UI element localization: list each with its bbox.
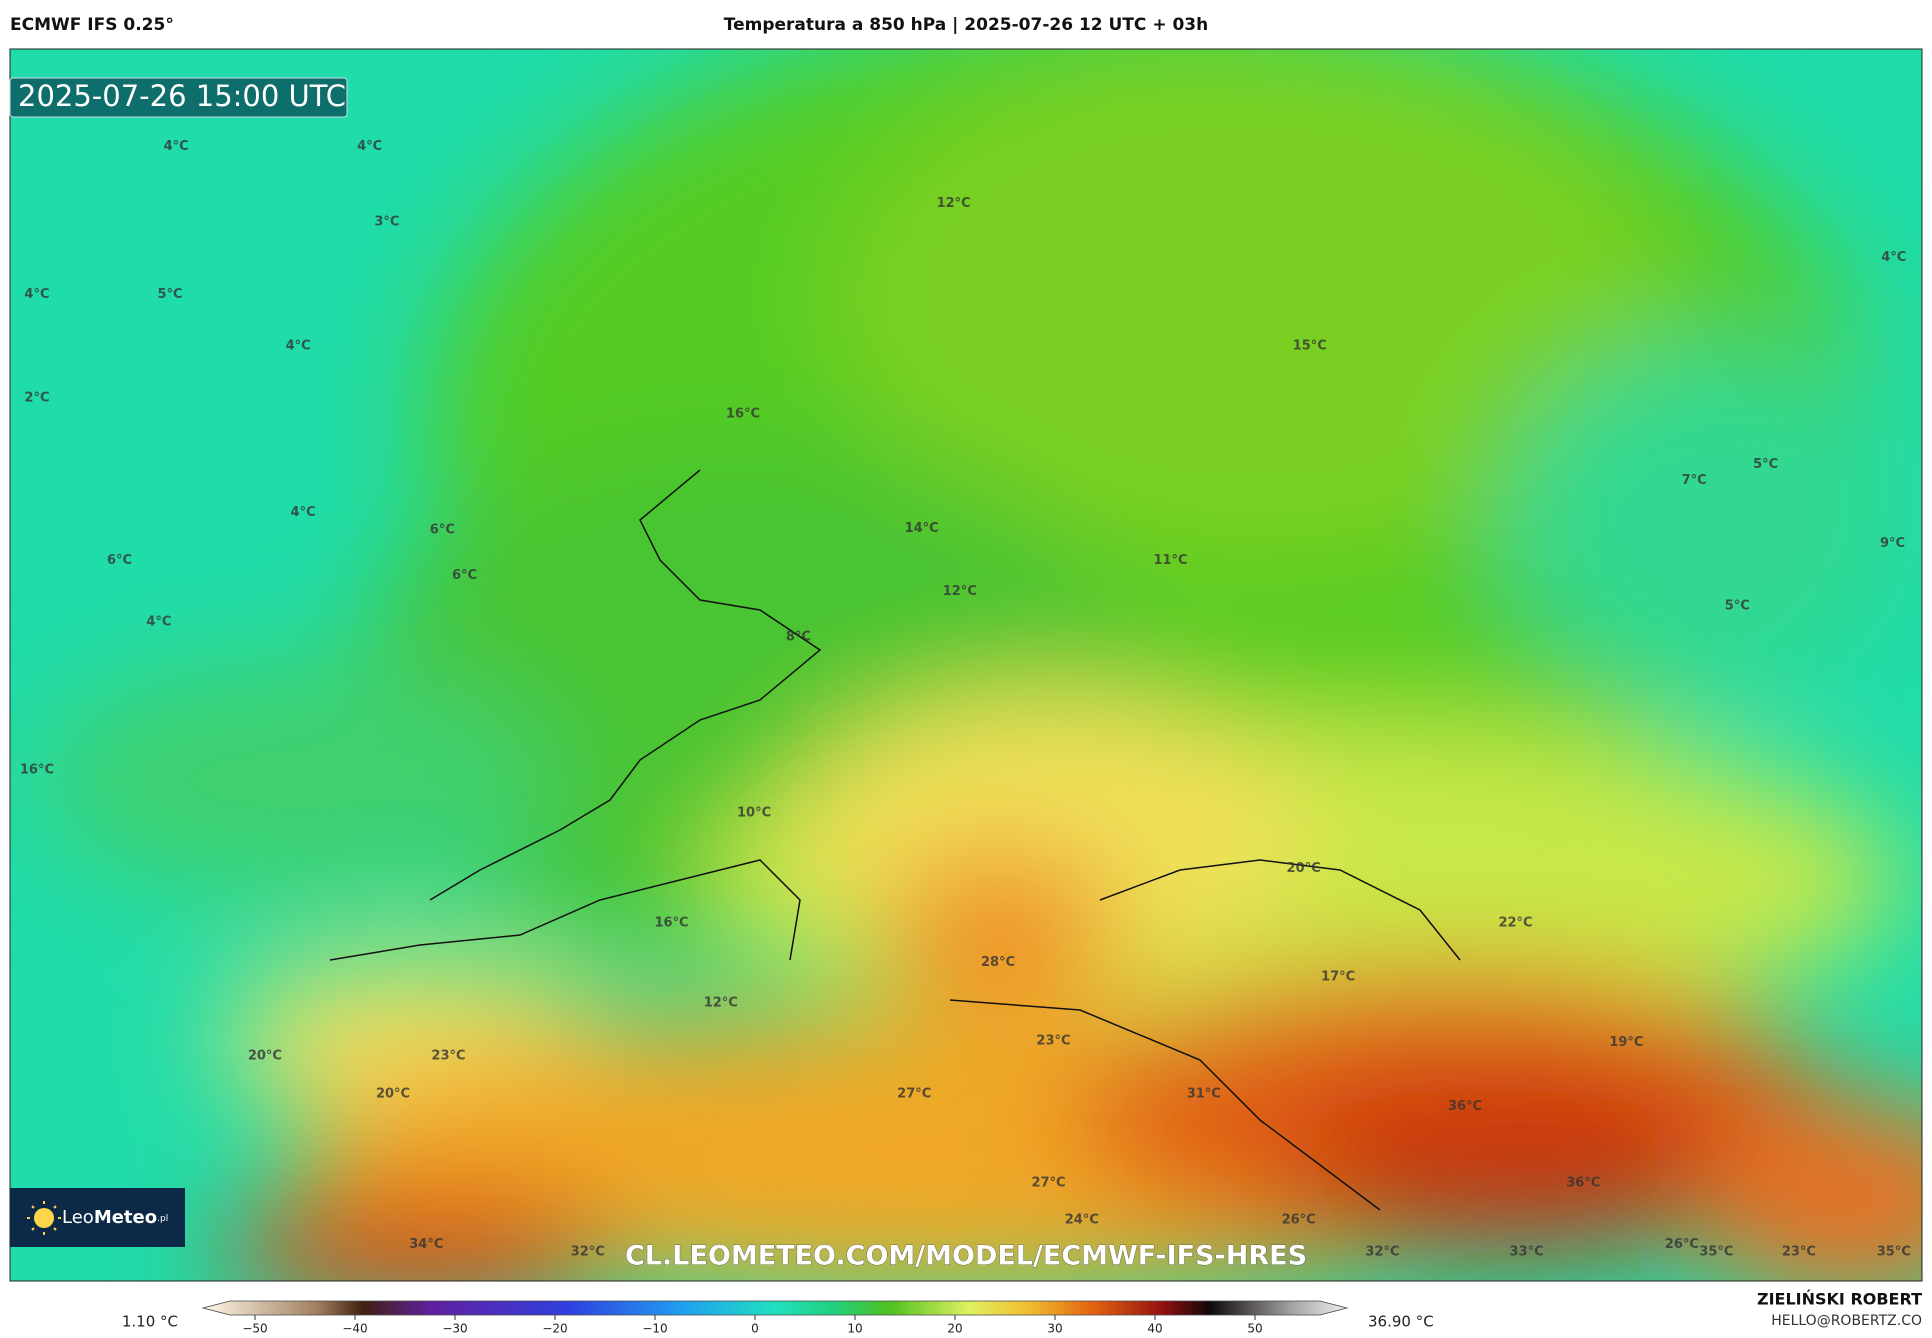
temperature-label: 12°C (704, 995, 738, 1010)
temperature-label: 4°C (1881, 250, 1906, 265)
temperature-labels: 4°C 4°C 3°C 12°C 4°C 4°C 5°C 4°C 15°C 2°C 16°C 7°C 5… (20, 139, 1911, 1259)
temperature-label: 6°C (430, 522, 455, 537)
model-name: ECMWF IFS 0.25° (10, 15, 174, 35)
temperature-label: 4°C (164, 139, 189, 154)
temperature-label: 33°C (1510, 1244, 1544, 1259)
temperature-label: 36°C (1448, 1099, 1482, 1114)
temperature-label: 23°C (1036, 1034, 1070, 1049)
temperature-label: 20°C (248, 1048, 282, 1063)
timestamp: 2025-07-26 15:00 UTC (18, 79, 346, 113)
colorbar-tick-label: 30 (1047, 1322, 1062, 1336)
temperature-label: 5°C (1753, 457, 1778, 472)
temperature-label: 31°C (1187, 1087, 1221, 1102)
logo-sun (34, 1208, 54, 1228)
temperature-label: 16°C (726, 407, 760, 422)
logo-suffix: .pl (157, 1214, 168, 1224)
temperature-label: 34°C (409, 1237, 443, 1252)
map-frame (9, 48, 1923, 1282)
temperature-label: 4°C (286, 339, 311, 354)
temperature-label: 6°C (452, 568, 477, 583)
colorbar-tick-label: −10 (642, 1322, 667, 1336)
temperature-label: 9°C (1880, 536, 1905, 551)
timestamp-box (9, 77, 348, 118)
temperature-label: 36°C (1566, 1175, 1600, 1190)
temperature-label: 24°C (1065, 1212, 1099, 1227)
temperature-label: 16°C (654, 915, 688, 930)
colorbar-min: 1.10 °C (122, 1313, 178, 1331)
colorbar-tick-label: 20 (947, 1322, 962, 1336)
temperature-label: 27°C (1031, 1175, 1065, 1190)
temperature-label: 26°C (1665, 1237, 1699, 1252)
temperature-label: 14°C (905, 521, 939, 536)
temperature-label: 2°C (24, 390, 49, 405)
temperature-label: 5°C (1725, 599, 1750, 614)
colorbar-tick-label: −30 (442, 1322, 467, 1336)
temperature-label: 12°C (937, 196, 971, 211)
logo-text: LeoMeteo.pl (62, 1207, 168, 1228)
temperature-label: 20°C (376, 1087, 410, 1102)
temperature-label: 27°C (897, 1087, 931, 1102)
colorbar-tick-label: 50 (1247, 1322, 1262, 1336)
temperature-label: 5°C (157, 287, 182, 302)
colorbar-max: 36.90 °C (1368, 1313, 1434, 1331)
temperature-label: 3°C (374, 214, 399, 229)
temperature-label: 15°C (1293, 339, 1327, 354)
temperature-label: 35°C (1699, 1244, 1733, 1259)
temperature-label: 19°C (1609, 1035, 1643, 1050)
temperature-label: 7°C (1682, 473, 1707, 488)
temperature-label: 32°C (571, 1244, 605, 1259)
temperature-label: 12°C (943, 584, 977, 599)
temperature-label: 16°C (20, 763, 54, 778)
temperature-label: 22°C (1498, 915, 1532, 930)
colorbar-tick-label: −40 (342, 1322, 367, 1336)
map-title: Temperatura a 850 hPa | 2025-07-26 12 UT… (724, 15, 1209, 35)
temperature-label: 28°C (981, 955, 1015, 970)
temperature-label: 23°C (1782, 1244, 1816, 1259)
logo-rays (27, 1201, 61, 1235)
logo-leo: Leo (62, 1207, 94, 1228)
temperature-label: 23°C (431, 1048, 465, 1063)
temperature-label: 4°C (24, 287, 49, 302)
author-name: ZIELIŃSKI ROBERT (1757, 1290, 1922, 1309)
watermark: CL.LEOMETEO.COM/MODEL/ECMWF-IFS-HRES (625, 1241, 1307, 1272)
coastlines (329, 469, 1461, 1211)
author-email: HELLO@ROBERTZ.CO (1771, 1313, 1922, 1329)
colorbar-tick-label: 0 (751, 1322, 759, 1336)
temperature-label: 20°C (1287, 861, 1321, 876)
colorbar-tick-label: −20 (542, 1322, 567, 1336)
temperature-label: 10°C (737, 806, 771, 821)
temperature-label: 35°C (1877, 1244, 1911, 1259)
colorbar-tick-label: −50 (242, 1322, 267, 1336)
colorbar (201, 1300, 1349, 1316)
temperature-label: 32°C (1365, 1244, 1399, 1259)
colorbar-tick-label: 10 (847, 1322, 862, 1336)
temperature-label: 8°C (786, 630, 811, 645)
temperature-label: 17°C (1321, 970, 1355, 985)
temperature-label: 6°C (107, 553, 132, 568)
temperature-label: 4°C (291, 505, 316, 520)
colorbar-tick-label: 40 (1147, 1322, 1162, 1336)
temperature-label: 11°C (1153, 553, 1187, 568)
temperature-label: 26°C (1282, 1212, 1316, 1227)
map (10, 49, 1922, 1281)
temperature-label: 4°C (146, 615, 171, 630)
temperature-label: 4°C (357, 139, 382, 154)
colorbar-ticks: −50 −40 −30 −20 −10 0 10 20 30 40 50 (242, 1315, 1263, 1336)
logo-meteo: Meteo (94, 1207, 157, 1228)
